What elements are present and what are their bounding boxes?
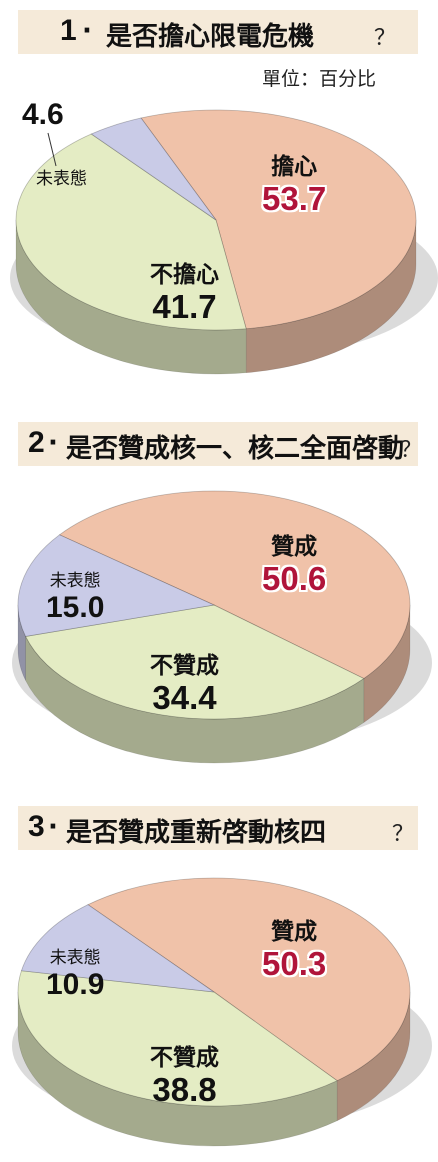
chart2-label-undecided: 未表態 15.0 [46,566,104,624]
chart2-slice-0 [58,490,411,679]
chart2-label-disagree-name: 不贊成 [150,653,219,679]
chart1-label-undecided: 未表態 [36,164,87,189]
chart2-label-disagree-value: 34.4 [152,679,217,716]
chart3-label-undecided-name: 未表態 [49,948,101,968]
chart3-label-disagree: 不贊成 38.8 [150,1038,219,1108]
chart1-label-worried: 擔心 53.7 [262,147,326,217]
question-2-mark: ？ [400,438,423,463]
question-2-dot: · [48,428,58,458]
chart1-label-not-worried-name: 不擔心 [150,262,219,288]
question-3-title: 是否贊成重新啓動核四 [66,818,327,848]
chart3-slice-0 [87,877,411,1082]
chart2-label-undecided-name: 未表態 [49,571,101,591]
question-3-number: 3 [28,810,45,843]
question-3-banner: 3 · 是否贊成重新啓動核四 ？ [18,806,418,850]
chart3-slice-2 [20,904,215,993]
chart2-label-undecided-value: 15.0 [46,591,105,624]
question-2-banner: 2 · 是否贊成核一、核二全面啓動 ？ [18,422,422,466]
chart3-label-disagree-name: 不贊成 [150,1045,219,1071]
pie-chart-1 [10,109,438,375]
chart2-slice-1 [24,604,365,720]
chart3-label-agree: 贊成 50.3 [262,912,326,982]
question-1-banner: 1 · 是否擔心限電危機 ？ [18,10,418,54]
chart1-slice-1 [15,133,247,331]
question-1-mark: ？ [374,26,397,51]
pie-chart-3 [12,877,432,1147]
chart2-label-agree-name: 贊成 [271,534,318,560]
chart1-label-undecided-name: 未表態 [36,169,87,189]
chart2-label-agree: 贊成 50.6 [262,527,326,597]
question-1-dot: · [82,16,92,46]
chart3-label-disagree-value: 38.8 [152,1071,217,1108]
question-1-title: 是否擔心限電危機 [106,22,315,52]
unit-label: 單位：百分比 [262,68,377,90]
chart1-label-undecided-value: 4.6 [22,98,64,131]
chart3-label-agree-value: 50.3 [262,945,327,982]
question-1-number: 1 [60,14,77,47]
question-3-mark: ？ [392,822,415,847]
question-2-title: 是否贊成核一、核二全面啓動 [66,434,405,464]
chart1-leader-line [47,132,57,167]
chart3-label-agree-name: 贊成 [271,919,318,945]
chart1-slice-2 [90,117,217,221]
chart3-label-undecided-value: 10.9 [46,968,105,1001]
chart1-slice-0 [140,109,417,330]
chart2-label-disagree: 不贊成 34.4 [150,646,219,716]
chart1-label-worried-value: 53.7 [262,180,327,217]
chart1-label-not-worried-value: 41.7 [152,288,217,325]
pie-chart-2 [12,490,432,764]
question-3-dot: · [48,812,58,842]
chart2-slice-2 [17,534,216,637]
chart2-label-agree-value: 50.6 [262,560,327,597]
chart3-label-undecided: 未表態 10.9 [46,943,104,1001]
question-2-number: 2 [28,426,45,459]
chart1-label-not-worried: 不擔心 41.7 [150,255,219,325]
chart1-label-worried-name: 擔心 [271,154,318,180]
chart3-slice-1 [17,970,338,1107]
